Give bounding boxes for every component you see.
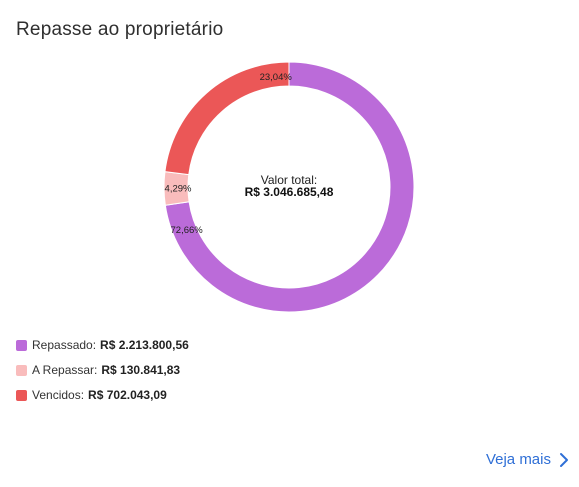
donut-slice-percent-label: 23,04% [260, 72, 293, 83]
card-title: Repasse ao proprietário [16, 19, 224, 40]
legend-value: R$ 702.043,09 [88, 388, 167, 402]
see-more-link[interactable]: Veja mais [486, 451, 569, 468]
legend-swatch-repassado [16, 339, 27, 351]
chart-legend: Repassado: R$ 2.213.800,56 A Repassar: R… [16, 337, 416, 412]
legend-value: R$ 130.841,83 [101, 363, 181, 377]
donut-chart: 72,66% 4,29% 23,04% Valor total: R$ 3.046.… [163, 61, 415, 313]
legend-swatch-a-repassar [16, 364, 27, 376]
donut-slice-percent-label: 4,29% [165, 183, 192, 194]
chevron-right-icon [560, 452, 568, 467]
legend-swatch-vencidos [16, 389, 27, 401]
legend-label: Repassado: [32, 338, 97, 352]
center-total-label: Valor total: [261, 173, 317, 187]
donut-slice-vencidos[interactable] [164, 61, 290, 176]
donut-chart-svg: 72,66% 4,29% 23,04% Valor total: R$ 3.046.… [163, 61, 415, 313]
legend-label: Vencidos: [32, 388, 85, 402]
see-more-label: Veja mais [485, 451, 551, 468]
legend-label: A Repassar: [32, 363, 98, 377]
legend-item-a-repassar[interactable]: A Repassar: R$ 130.841,83 [16, 362, 416, 378]
center-total-value: R$ 3.046.685,48 [245, 185, 334, 199]
legend-item-vencidos[interactable]: Vencidos: R$ 702.043,09 [16, 387, 416, 403]
donut-slice-labels: 72,66% 4,29% 23,04% [165, 72, 293, 236]
donut-slice-percent-label: 72,66% [171, 225, 204, 236]
legend-item-repassado[interactable]: Repassado: R$ 2.213.800,56 [16, 337, 416, 353]
donut-slices [163, 61, 415, 313]
legend-value: R$ 2.213.800,56 [100, 338, 189, 352]
donut-slice-repassado[interactable] [164, 61, 415, 313]
